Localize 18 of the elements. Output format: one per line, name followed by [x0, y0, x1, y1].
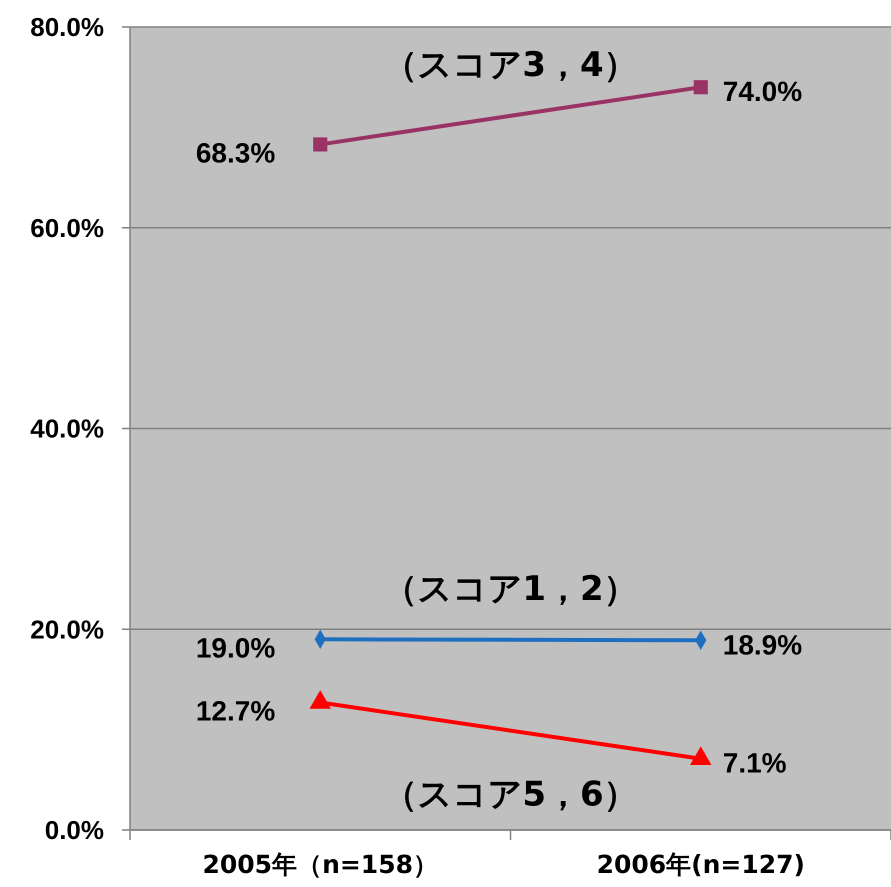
- data-label: 12.7%: [196, 696, 276, 727]
- y-tick-label: 80.0%: [30, 12, 104, 42]
- point: [313, 137, 328, 152]
- x-tick-label: 2006年(n=127): [596, 850, 805, 879]
- y-tick-label: 60.0%: [30, 212, 104, 243]
- data-label: 7.1%: [722, 748, 787, 779]
- y-tick-label: 0.0%: [44, 815, 104, 845]
- y-tick-label: 40.0%: [30, 414, 104, 444]
- series-label: （スコア1，2）: [383, 568, 638, 609]
- x-tick-label: 2005年（n=158）: [202, 850, 438, 879]
- data-label: 19.0%: [196, 632, 276, 664]
- data-label: 74.0%: [722, 76, 802, 108]
- y-tick-label: 20.0%: [30, 614, 104, 644]
- series-label: （スコア3，4）: [383, 44, 638, 85]
- data-label: 18.9%: [722, 629, 802, 660]
- point: [694, 80, 708, 94]
- series-label: （スコア5，6）: [383, 774, 638, 815]
- data-label: 68.3%: [196, 137, 276, 168]
